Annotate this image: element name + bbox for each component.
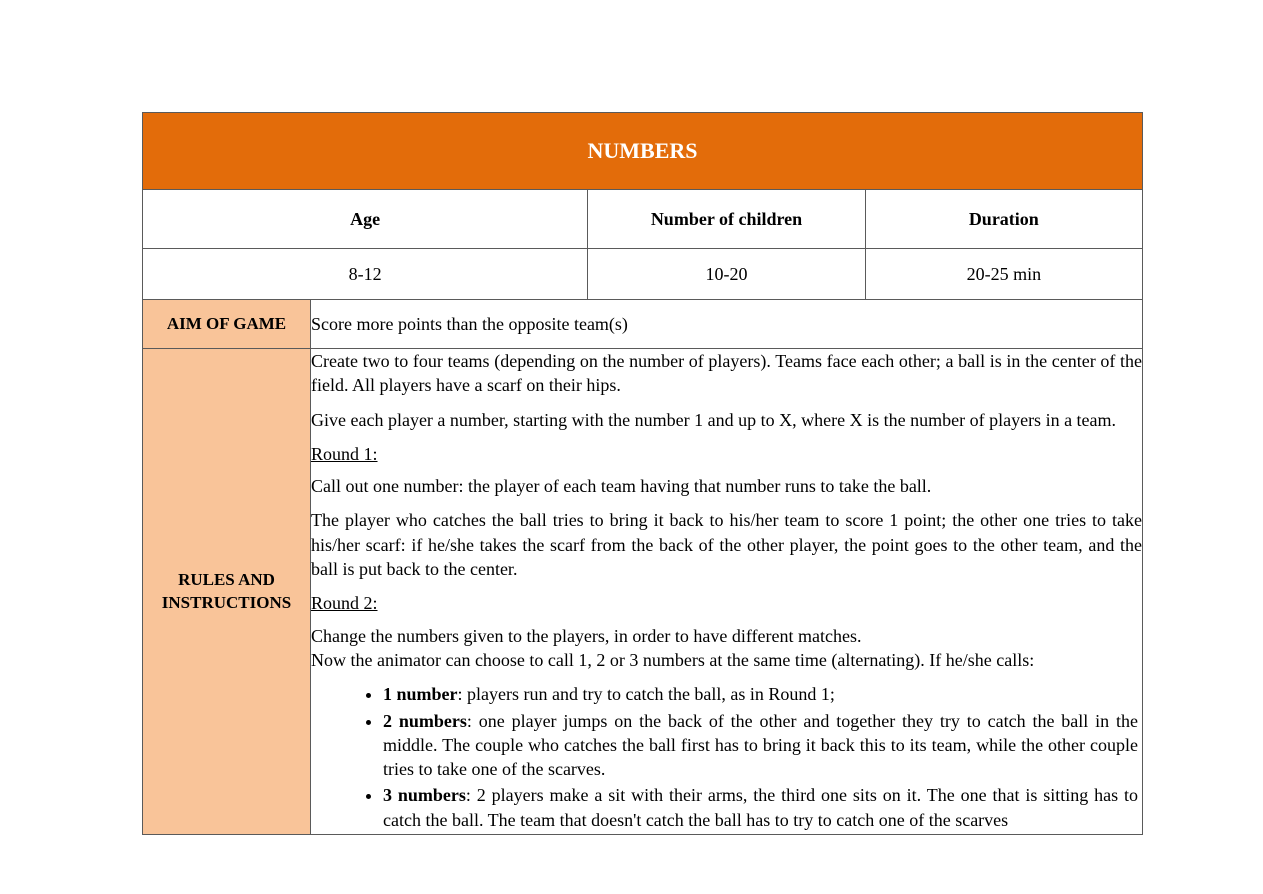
game-table: NUMBERS Age Number of children Duration … [142, 112, 1143, 835]
meta-value-duration: 20-25 min [865, 249, 1142, 300]
bullet1-text: : players run and try to catch the ball,… [458, 684, 835, 704]
round2-heading: Round 2: [311, 591, 1142, 615]
rules-label-line2: INSTRUCTIONS [162, 593, 291, 612]
meta-header-children: Number of children [588, 190, 865, 249]
meta-header-duration: Duration [865, 190, 1142, 249]
meta-value-children: 10-20 [588, 249, 865, 300]
rules-bullet-list: 1 number: players run and try to catch t… [311, 682, 1142, 832]
rules-setup-1: Create two to four teams (depending on t… [311, 349, 1142, 398]
aim-row: AIM OF GAME Score more points than the o… [143, 300, 1143, 349]
rules-row: RULES AND INSTRUCTIONS Create two to fou… [143, 349, 1143, 835]
round1-p2: The player who catches the ball tries to… [311, 508, 1142, 581]
aim-label: AIM OF GAME [143, 300, 311, 349]
title-row: NUMBERS [143, 113, 1143, 190]
meta-header-row: Age Number of children Duration [143, 190, 1143, 249]
game-title: NUMBERS [143, 113, 1143, 190]
rules-label: RULES AND INSTRUCTIONS [143, 349, 311, 835]
rules-bullet-3: 3 numbers: 2 players make a sit with the… [383, 783, 1142, 832]
bullet2-text: : one player jumps on the back of the ot… [383, 711, 1138, 780]
bullet3-lead: 3 numbers [383, 785, 466, 805]
rules-content: Create two to four teams (depending on t… [311, 349, 1143, 835]
round1-p1: Call out one number: the player of each … [311, 474, 1142, 498]
rules-bullet-2: 2 numbers: one player jumps on the back … [383, 709, 1142, 782]
bullet1-lead: 1 number [383, 684, 458, 704]
bullet3-text: : 2 players make a sit with their arms, … [383, 785, 1138, 829]
round2-p2: Now the animator can choose to call 1, 2… [311, 648, 1142, 672]
rules-label-line1: RULES AND [178, 570, 275, 589]
bullet2-lead: 2 numbers [383, 711, 467, 731]
round2-p1: Change the numbers given to the players,… [311, 624, 1142, 648]
aim-text: Score more points than the opposite team… [311, 300, 1143, 349]
document-page: NUMBERS Age Number of children Duration … [0, 0, 1263, 894]
rules-bullet-1: 1 number: players run and try to catch t… [383, 682, 1142, 706]
meta-header-age: Age [143, 190, 588, 249]
round1-heading: Round 1: [311, 442, 1142, 466]
meta-values-row: 8-12 10-20 20-25 min [143, 249, 1143, 300]
rules-setup-2: Give each player a number, starting with… [311, 408, 1142, 432]
meta-value-age: 8-12 [143, 249, 588, 300]
